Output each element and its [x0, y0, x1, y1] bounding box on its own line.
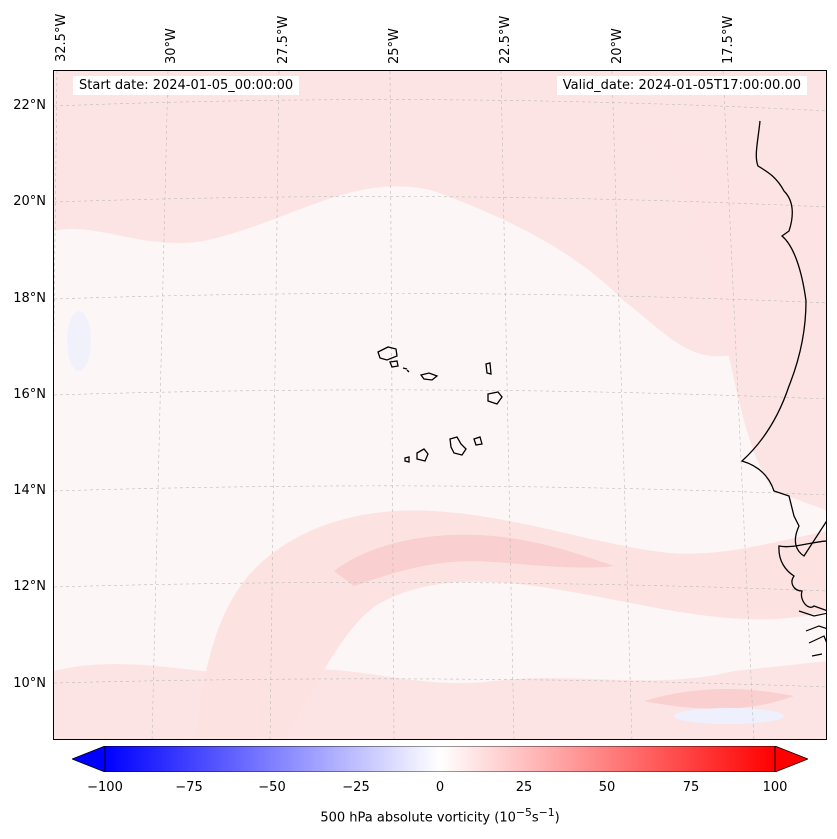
colorbar-tick-label: 25 — [515, 780, 533, 795]
lon-label-25w: 25°W — [387, 28, 402, 64]
colorbar-tick-label: −50 — [258, 780, 286, 795]
colorbar-tick-label: −75 — [175, 780, 203, 795]
vorticity-shading-north — [54, 71, 826, 357]
vorticity-shading-southeast — [644, 689, 794, 709]
lat-label-20n: 20°N — [13, 194, 46, 209]
colorbar-min-extend — [72, 746, 106, 772]
map-panel — [53, 70, 827, 740]
lat-label-14n: 14°N — [13, 483, 46, 498]
colorbar-tick-label: 0 — [435, 780, 445, 795]
vorticity-negative-patch — [67, 311, 91, 371]
colorbar-tick-label: 50 — [598, 780, 616, 795]
colorbar-label-end: ) — [554, 810, 560, 826]
vorticity-shading-east — [614, 111, 826, 511]
colorbar — [72, 746, 808, 772]
lon-label-17-5w: 17.5°W — [721, 15, 736, 64]
lon-label-20w: 20°W — [610, 28, 625, 64]
vorticity-negative-patch — [674, 708, 784, 724]
colorbar-label-exp1: −5 — [515, 806, 532, 819]
colorbar-tick-label: 100 — [762, 780, 788, 795]
colorbar-label-text: 500 hPa absolute vorticity (10 — [320, 810, 516, 826]
lat-label-12n: 12°N — [13, 579, 46, 594]
africa-coastline-south — [778, 540, 826, 611]
colorbar-tick-label: −25 — [342, 780, 370, 795]
colorbar-body — [104, 746, 776, 772]
vorticity-map — [54, 71, 826, 739]
cape-verde-islands — [377, 346, 503, 463]
colorbar-label-unit: s — [531, 810, 539, 826]
lon-label-32-5w: 32.5°W — [54, 13, 69, 62]
lat-label-10n: 10°N — [13, 676, 46, 691]
lon-label-30w: 30°W — [164, 28, 179, 64]
meridian-gridlines — [54, 71, 755, 739]
coast-detail-islands — [798, 610, 826, 657]
lon-label-27-5w: 27.5°W — [276, 15, 291, 64]
africa-coastline — [740, 120, 826, 557]
colorbar-label-exp2: −1 — [538, 806, 555, 819]
colorbar-tick-label: 75 — [682, 780, 700, 795]
vorticity-shading-south — [54, 661, 826, 739]
colorbar-label: 500 hPa absolute vorticity (10−5s−1) — [0, 806, 837, 825]
vorticity-shading-band-core — [334, 534, 614, 586]
colorbar-max-extend — [774, 746, 808, 772]
lat-label-22n: 22°N — [13, 98, 46, 113]
lat-label-18n: 18°N — [13, 291, 46, 306]
parallel-gridlines — [54, 99, 826, 688]
colorbar-tick-label: −100 — [87, 780, 123, 795]
lon-label-22-5w: 22.5°W — [498, 15, 513, 64]
start-date-label: Start date: 2024-01-05_00:00:00 — [73, 76, 300, 95]
valid-date-label: Valid_date: 2024-01-05T17:00:00.00 — [556, 76, 807, 95]
lat-label-16n: 16°N — [13, 387, 46, 402]
